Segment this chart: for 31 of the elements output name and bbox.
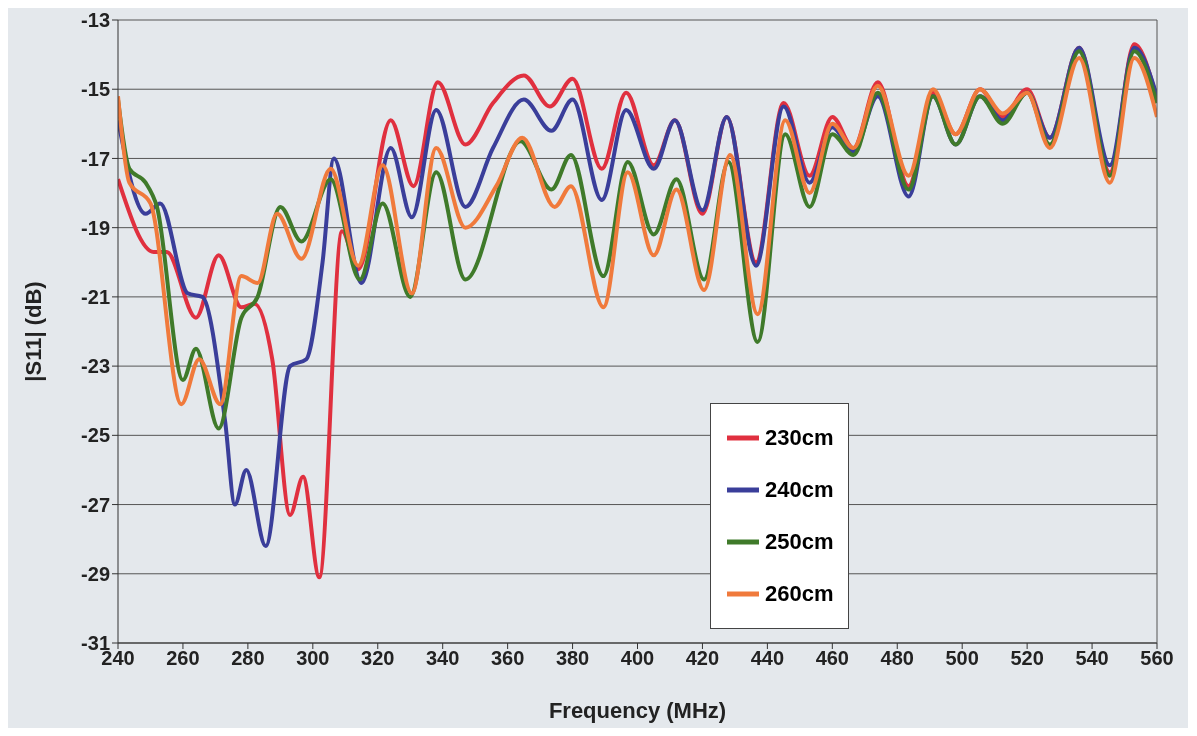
x-tick-label: 400: [620, 647, 655, 670]
y-tick-label: -17: [81, 147, 110, 170]
x-tick-label: 520: [1010, 647, 1044, 670]
x-tick-label: 280: [231, 647, 265, 670]
legend-label: 250cm: [765, 529, 834, 555]
x-tick-label: 260: [166, 647, 200, 670]
x-tick-label: 560: [1140, 647, 1174, 670]
y-tick-label: -25: [81, 424, 110, 447]
legend-label: 230cm: [765, 425, 834, 451]
x-tick-label: 300: [296, 647, 330, 670]
x-tick-label: 420: [685, 647, 720, 670]
x-tick-label: 440: [750, 647, 785, 670]
x-tick-label: 320: [361, 647, 395, 670]
y-tick-label: -23: [81, 355, 110, 378]
x-tick-label: 460: [815, 647, 849, 670]
y-tick-label: -21: [81, 285, 110, 308]
x-tick-label: 360: [490, 647, 525, 670]
x-tick-label: 500: [945, 647, 979, 670]
y-tick-label: -19: [81, 216, 110, 239]
y-axis-title: |S11| (dB): [20, 281, 46, 382]
x-tick-label: 380: [555, 647, 590, 670]
y-tick-label: -27: [81, 493, 110, 516]
x-tick-label: 540: [1075, 647, 1109, 670]
y-tick-label: -29: [81, 562, 110, 585]
y-tick-label: -13: [81, 9, 110, 32]
x-tick-label: 480: [880, 647, 914, 670]
y-tick-label: -15: [81, 78, 110, 101]
legend-label: 240cm: [765, 477, 834, 503]
legend-label: 260cm: [765, 581, 834, 607]
x-tick-label: 340: [426, 647, 460, 670]
x-axis-title: Frequency (MHz): [548, 698, 727, 723]
